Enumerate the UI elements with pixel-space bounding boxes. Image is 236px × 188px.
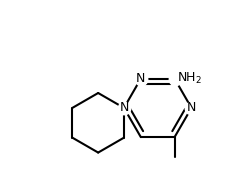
Text: NH$_2$: NH$_2$	[177, 71, 202, 86]
Text: N: N	[187, 101, 196, 114]
Text: N: N	[136, 72, 146, 85]
Text: N: N	[119, 101, 129, 114]
